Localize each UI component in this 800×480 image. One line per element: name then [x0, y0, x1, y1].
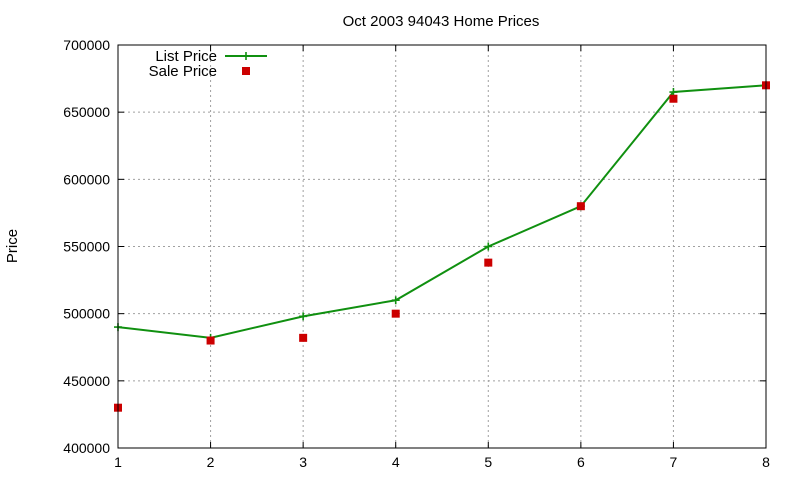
x-tick-label: 3 — [299, 454, 307, 470]
grid-layer — [118, 45, 766, 448]
chart-title: Oct 2003 94043 Home Prices — [343, 13, 540, 30]
series-list-price — [114, 81, 770, 342]
sale-price-point — [576, 202, 585, 211]
legend-label: Sale Price — [149, 63, 217, 80]
list-price-line — [117, 84, 767, 339]
list-price-point — [484, 242, 493, 251]
plot-frame — [117, 44, 767, 449]
legend-label: List Price — [155, 48, 217, 65]
y-tick-label: 550000 — [63, 239, 110, 255]
list-price-point — [299, 312, 308, 321]
x-tick-label: 2 — [207, 454, 215, 470]
sale-price-point — [206, 336, 215, 345]
x-tick-label: 7 — [670, 454, 678, 470]
x-tick-label: 8 — [762, 454, 770, 470]
series-layer — [114, 81, 770, 412]
list-price-point — [669, 88, 678, 97]
y-tick-label: 500000 — [63, 306, 110, 322]
y-tick-label: 400000 — [63, 440, 110, 456]
y-tick-label: 700000 — [63, 37, 110, 53]
x-tick-label: 6 — [577, 454, 585, 470]
y-tick-label: 650000 — [63, 104, 110, 120]
y-tick-label: 600000 — [63, 171, 110, 187]
list-price-point — [391, 296, 400, 305]
sale-price-point — [391, 309, 400, 318]
series-sale-price — [114, 81, 770, 412]
sale-price-point — [484, 258, 493, 267]
sale-price-point — [669, 94, 678, 103]
x-tick-label: 4 — [392, 454, 400, 470]
legend-swatch-marker — [242, 67, 250, 75]
axis-layer: 400000 450000 500000 550000 600000 650000 7000… — [63, 37, 770, 470]
legend-swatch-marker — [242, 52, 250, 60]
y-tick-label: 450000 — [63, 373, 110, 389]
y-axis-label: Price — [4, 229, 21, 263]
x-tick-label: 1 — [114, 454, 122, 470]
x-tick-label: 5 — [484, 454, 492, 470]
sale-price-point — [299, 333, 308, 342]
